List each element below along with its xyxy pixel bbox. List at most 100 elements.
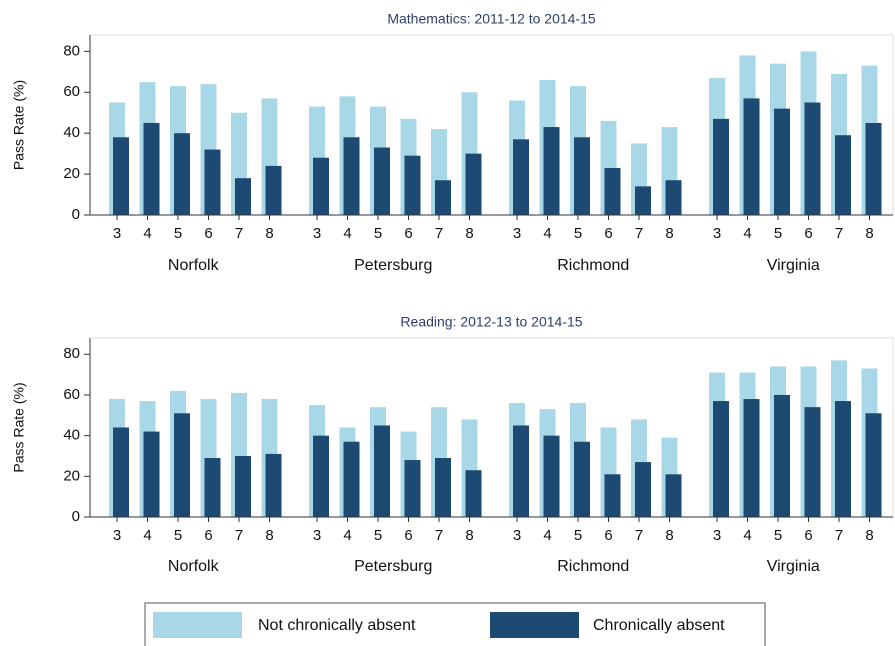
bar	[235, 455, 251, 517]
x-tick-label: 8	[665, 225, 673, 242]
x-tick-label: 7	[435, 527, 443, 544]
bar	[665, 474, 682, 517]
bar	[465, 470, 482, 517]
x-tick-label: 4	[543, 225, 551, 242]
chart-title: Reading: 2012-13 to 2014-15	[400, 314, 582, 330]
legend-box	[144, 602, 766, 646]
bar	[804, 102, 821, 215]
y-tick-label: 20	[63, 165, 80, 182]
x-tick-label: 3	[113, 225, 121, 242]
bar	[374, 425, 390, 517]
x-tick-label: 7	[635, 225, 643, 242]
x-tick-label: 5	[574, 225, 582, 242]
y-tick-label: 40	[63, 427, 80, 444]
x-tick-label: 3	[313, 225, 321, 242]
x-tick-label: 4	[543, 527, 551, 544]
y-tick-label: 60	[63, 83, 80, 100]
bar	[835, 401, 851, 517]
y-tick-label: 0	[72, 206, 80, 223]
bar	[174, 413, 190, 517]
bar	[174, 133, 190, 215]
bar	[465, 153, 482, 215]
bar	[543, 127, 560, 215]
y-tick-label: 80	[63, 345, 80, 362]
y-tick-label: 60	[63, 386, 80, 403]
x-tick-label: 4	[143, 527, 151, 544]
bar	[804, 407, 821, 517]
x-tick-label: 7	[835, 225, 843, 242]
x-tick-label: 3	[313, 527, 321, 544]
x-tick-label: 6	[604, 527, 612, 544]
group-label: Richmond	[557, 558, 629, 575]
bar	[635, 186, 651, 215]
bar	[713, 118, 729, 215]
bar	[774, 108, 790, 215]
bar	[143, 122, 160, 215]
bar	[743, 399, 760, 517]
bar	[665, 180, 682, 215]
x-tick-label: 7	[235, 527, 243, 544]
bar	[343, 441, 360, 517]
bar	[435, 180, 451, 215]
x-tick-label: 6	[204, 225, 212, 242]
x-tick-label: 6	[404, 527, 412, 544]
chart-title: Mathematics: 2011-12 to 2014-15	[387, 11, 596, 27]
legend-label: Chronically absent	[593, 617, 725, 634]
x-tick-label: 7	[435, 225, 443, 242]
bar	[343, 137, 360, 215]
y-tick-label: 80	[63, 42, 80, 59]
x-tick-label: 5	[574, 527, 582, 544]
y-axis-label: Pass Rate (%)	[11, 80, 27, 170]
x-tick-label: 4	[743, 225, 751, 242]
legend-swatch	[153, 612, 242, 638]
bar	[113, 137, 129, 215]
group-label: Norfolk	[168, 558, 220, 575]
x-tick-label: 8	[465, 527, 473, 544]
group-label: Richmond	[557, 257, 629, 274]
x-tick-label: 4	[343, 225, 351, 242]
x-tick-label: 3	[713, 527, 721, 544]
y-axis-label: Pass Rate (%)	[11, 382, 27, 472]
x-tick-label: 3	[713, 225, 721, 242]
x-tick-label: 8	[665, 527, 673, 544]
bar	[265, 165, 282, 215]
x-tick-label: 8	[265, 225, 273, 242]
bar	[713, 401, 729, 517]
x-tick-label: 4	[143, 225, 151, 242]
y-tick-label: 40	[63, 124, 80, 141]
x-tick-label: 4	[743, 527, 751, 544]
legend-label: Not chronically absent	[258, 617, 416, 634]
group-label: Petersburg	[354, 558, 432, 575]
bar	[835, 135, 851, 215]
x-tick-label: 8	[865, 527, 873, 544]
bar	[143, 431, 160, 517]
bar	[204, 149, 221, 215]
x-tick-label: 8	[265, 527, 273, 544]
x-tick-label: 5	[174, 225, 182, 242]
bar	[635, 462, 651, 517]
x-tick-label: 5	[774, 527, 782, 544]
bar	[574, 441, 590, 517]
bar	[865, 122, 882, 215]
bar	[604, 167, 621, 215]
x-tick-label: 5	[374, 225, 382, 242]
bar	[513, 425, 529, 517]
y-tick-label: 20	[63, 467, 80, 484]
bar	[374, 147, 390, 215]
bar	[235, 178, 251, 215]
bar	[265, 453, 282, 517]
group-label: Norfolk	[168, 257, 220, 274]
bar	[113, 427, 129, 517]
x-tick-label: 3	[513, 527, 521, 544]
group-label: Petersburg	[354, 257, 432, 274]
bar	[404, 155, 421, 215]
bar	[543, 435, 560, 517]
x-tick-label: 6	[604, 225, 612, 242]
x-tick-label: 8	[865, 225, 873, 242]
x-tick-label: 7	[235, 225, 243, 242]
bar	[743, 98, 760, 215]
bar	[313, 435, 329, 517]
x-tick-label: 6	[804, 527, 812, 544]
x-tick-label: 6	[404, 225, 412, 242]
